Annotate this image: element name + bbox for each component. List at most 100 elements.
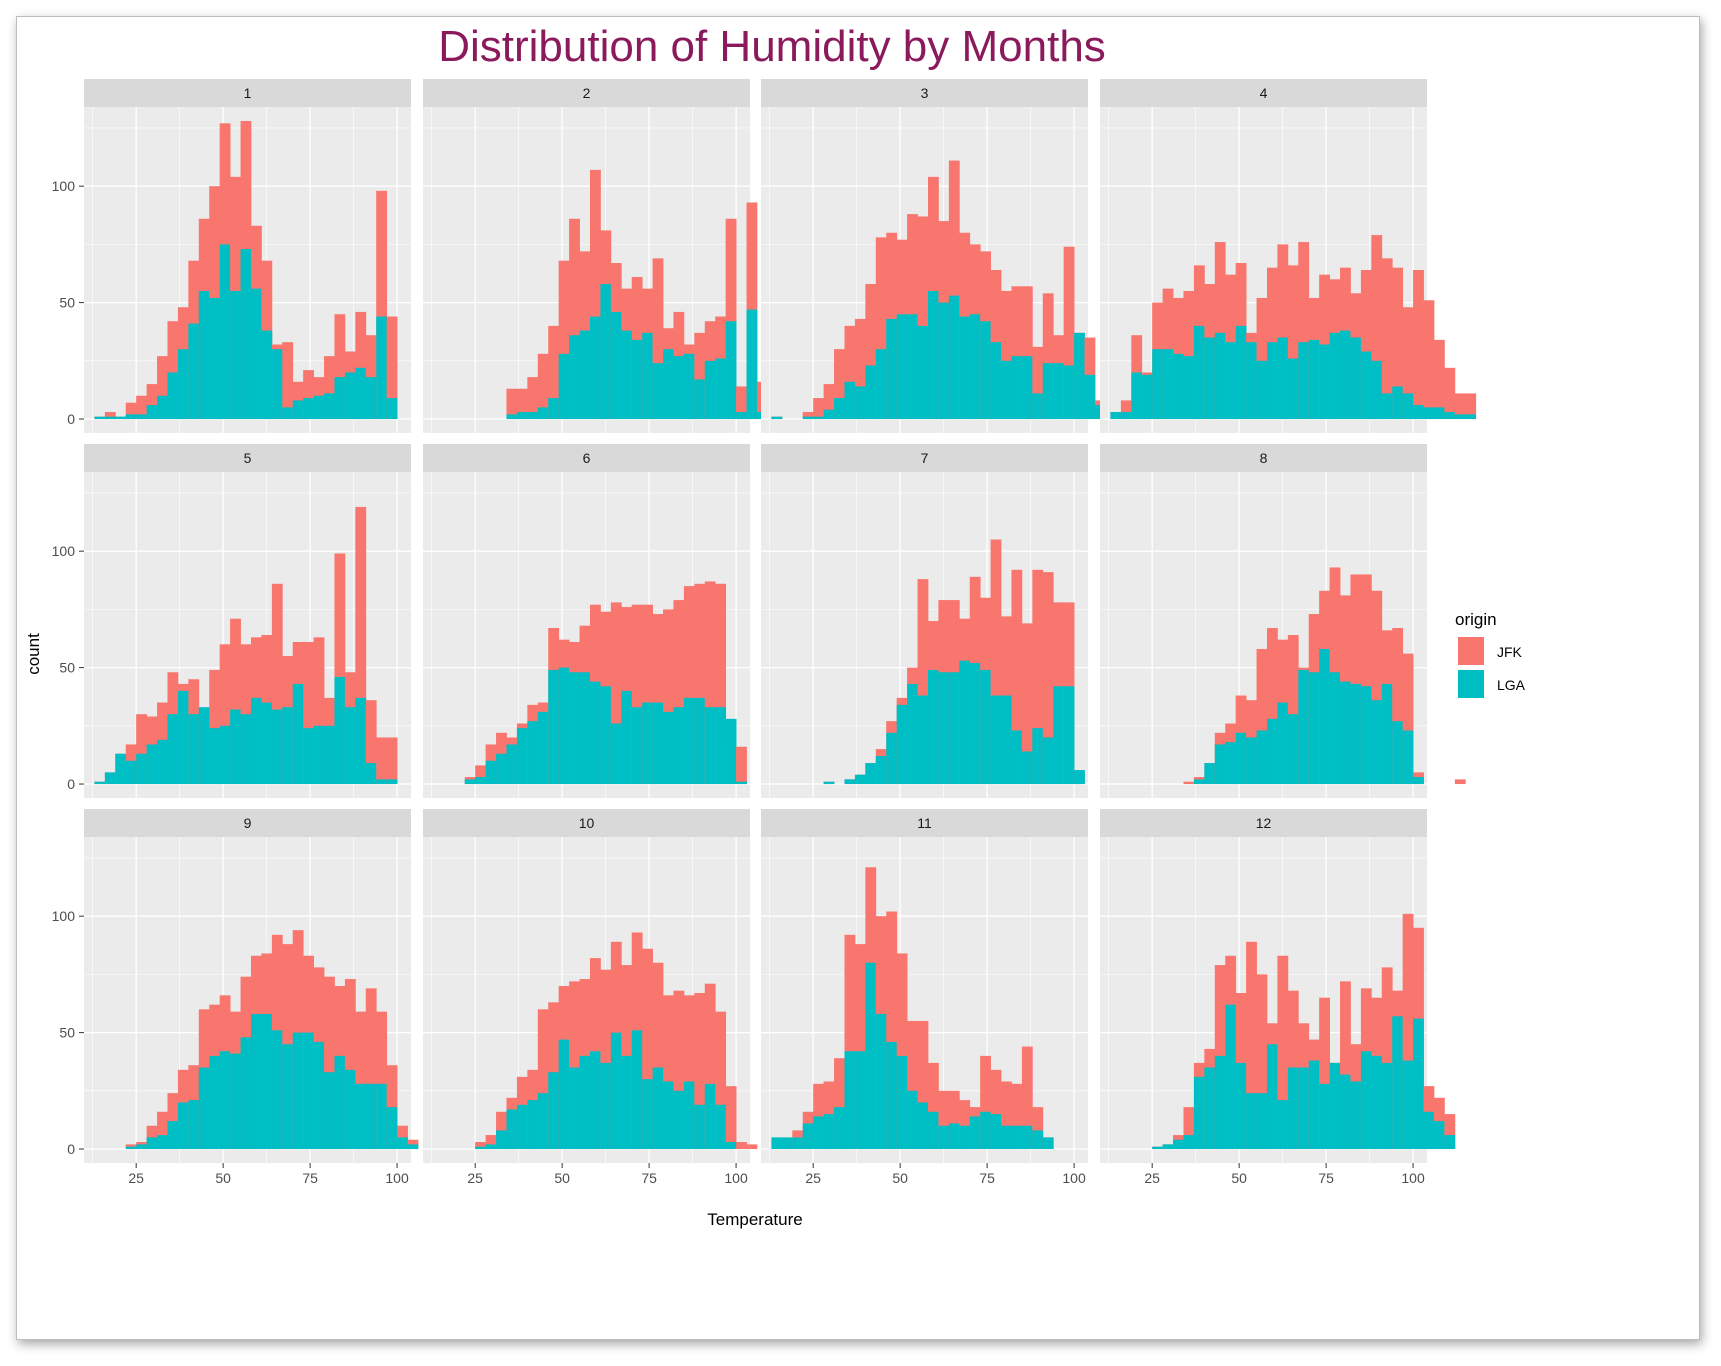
bar-jfk	[1360, 574, 1372, 785]
bar-jfk	[917, 579, 929, 785]
y-tick-label: 50	[59, 295, 75, 311]
bar-lga	[631, 707, 643, 785]
bar-lga	[250, 1013, 262, 1150]
bar-jfk	[1319, 997, 1330, 1150]
facet-panel: 4	[1100, 79, 1477, 433]
bar-lga	[537, 1093, 549, 1150]
bar-jfk	[1287, 265, 1299, 420]
bar-lga	[1141, 374, 1153, 420]
y-tick-label: 50	[59, 1025, 75, 1041]
bar-jfk	[1246, 941, 1257, 1150]
bar-jfk	[1021, 1046, 1033, 1150]
bar-lga	[600, 686, 612, 785]
bar-jfk	[886, 911, 898, 1150]
bar-lga	[516, 728, 528, 785]
bar-lga	[1381, 1062, 1393, 1150]
bar-jfk	[125, 402, 137, 420]
bar-lga	[282, 1044, 294, 1150]
bar-lga	[1001, 1125, 1012, 1150]
bar-lga	[600, 283, 612, 420]
bar-jfk	[610, 602, 622, 785]
bar-lga	[303, 728, 314, 785]
facet-strip-label: 5	[244, 450, 252, 466]
bar-lga	[1329, 1062, 1341, 1150]
bar-lga	[896, 1055, 908, 1150]
bar-lga	[376, 1083, 388, 1150]
bar-jfk	[355, 1011, 367, 1150]
bar-lga	[715, 358, 727, 420]
x-tick-label: 75	[1318, 1170, 1334, 1186]
bar-lga	[104, 772, 116, 785]
bar-jfk	[865, 283, 877, 420]
bar-lga	[917, 695, 929, 785]
bar-lga	[125, 414, 137, 420]
bar-lga	[558, 353, 570, 420]
x-tick-label: 25	[1144, 1170, 1160, 1186]
bar-jfk	[365, 988, 377, 1150]
bar-jfk	[834, 349, 845, 420]
bar-jfk	[1266, 628, 1278, 785]
bar-lga	[917, 1102, 929, 1150]
bar-jfk	[1454, 779, 1466, 785]
bar-lga	[94, 416, 106, 420]
bar-lga	[1225, 342, 1237, 420]
facet-panel: 12 25 50 75 100	[1100, 809, 1456, 1186]
bar-lga	[261, 330, 273, 420]
facet-strip-label: 3	[921, 85, 929, 101]
bar-lga	[344, 707, 356, 785]
bar-lga	[621, 690, 633, 785]
bar-jfk	[802, 412, 814, 420]
bar-lga	[136, 414, 148, 420]
bar-lga	[1235, 732, 1247, 785]
bar-lga	[1084, 374, 1096, 420]
bar-jfk	[1256, 297, 1268, 420]
bar-lga	[1246, 1093, 1257, 1150]
bar-lga	[1214, 332, 1226, 420]
bar-lga	[292, 400, 304, 420]
bar-jfk	[694, 332, 706, 420]
bar-jfk	[1001, 290, 1012, 420]
bar-lga	[1110, 412, 1122, 420]
x-tick-label: 50	[1231, 1170, 1247, 1186]
bar-lga	[386, 779, 398, 785]
bar-jfk	[1381, 258, 1393, 420]
bar-jfk	[475, 1142, 487, 1150]
x-axis-label: Temperature	[707, 1210, 802, 1229]
bar-lga	[376, 316, 388, 420]
bar-jfk	[334, 314, 346, 420]
bar-lga	[1173, 353, 1184, 420]
bar-lga	[313, 1041, 325, 1150]
bar-lga	[1246, 737, 1257, 785]
bar-lga	[569, 1067, 580, 1150]
bar-jfk	[725, 1086, 737, 1150]
bar-lga	[407, 1144, 419, 1150]
x-tick-label: 25	[805, 1170, 821, 1186]
bar-lga	[230, 709, 241, 785]
bar-jfk	[896, 953, 908, 1150]
bar-lga	[1277, 702, 1289, 785]
bar-jfk	[704, 581, 716, 785]
facet-strip-label: 2	[583, 85, 591, 101]
bar-lga	[344, 372, 356, 420]
bar-lga	[136, 1144, 148, 1150]
facet-strip-label: 9	[244, 815, 252, 831]
bar-lga	[673, 356, 685, 420]
bar-jfk	[631, 604, 643, 785]
bar-jfk	[558, 260, 570, 420]
bar-lga	[652, 702, 664, 785]
bar-jfk	[1277, 244, 1289, 420]
bar-lga	[115, 416, 127, 420]
bar-jfk	[683, 586, 695, 785]
bar-jfk	[875, 237, 887, 420]
bar-lga	[1350, 337, 1362, 420]
facet-strip-label: 1	[244, 85, 252, 101]
facet-strip	[761, 79, 1088, 107]
facet-strip	[761, 809, 1088, 837]
x-tick-label: 25	[467, 1170, 483, 1186]
bar-lga	[548, 669, 560, 785]
bar-lga	[875, 756, 887, 785]
bar-lga	[1423, 1111, 1435, 1150]
bar-jfk	[569, 218, 580, 420]
bar-jfk	[1371, 590, 1383, 785]
facet-panel: 2	[423, 79, 779, 433]
